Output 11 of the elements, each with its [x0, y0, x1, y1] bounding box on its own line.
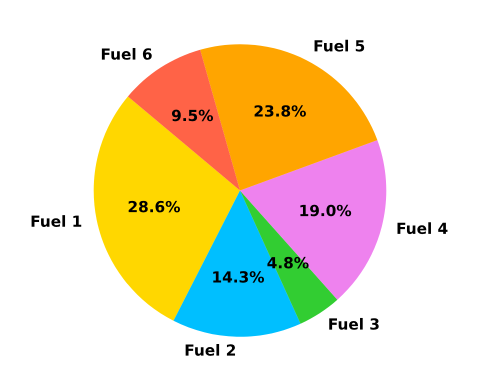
- slice-label: Fuel 2: [186, 344, 236, 356]
- data-label: 19.0%: [300, 204, 352, 216]
- data-label: 23.8%: [254, 105, 306, 117]
- data-label: 28.6%: [128, 200, 180, 212]
- slice-label: Fuel 4: [398, 222, 448, 234]
- slice-label: Fuel 6: [102, 48, 152, 60]
- slice-label: Fuel 5: [314, 40, 364, 52]
- slice-label: Fuel 3: [329, 318, 379, 330]
- data-label: 9.5%: [172, 110, 214, 122]
- slice-label: Fuel 1: [32, 215, 82, 227]
- data-label: 14.3%: [213, 271, 264, 283]
